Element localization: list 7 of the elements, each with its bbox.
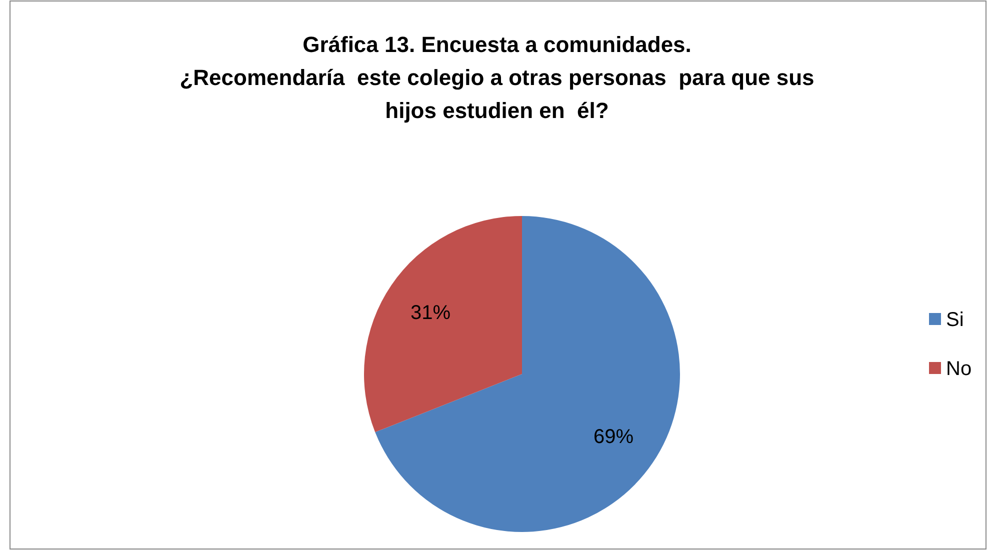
pie-slice xyxy=(364,216,522,432)
data-label: 31% xyxy=(410,302,451,324)
legend-label: Si xyxy=(946,309,964,331)
pie-slice xyxy=(375,216,680,532)
data-label: 69% xyxy=(593,426,634,448)
chart-title: Gráfica 13. Encuesta a comunidades. ¿Recomendaría este colegio a otras personas para que sus hijos estudien en él? xyxy=(180,32,814,123)
legend-label: No xyxy=(946,358,972,380)
